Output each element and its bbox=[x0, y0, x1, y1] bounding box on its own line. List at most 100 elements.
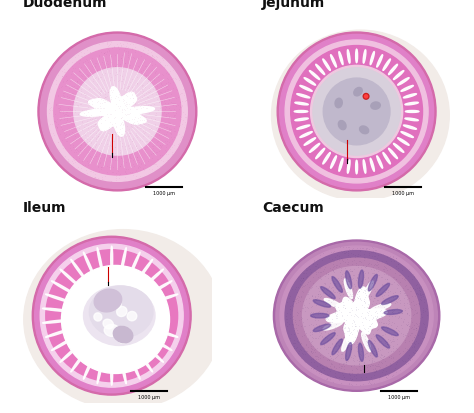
Point bbox=[311, 263, 319, 270]
Point bbox=[323, 371, 331, 377]
Point bbox=[417, 283, 424, 290]
Ellipse shape bbox=[363, 160, 366, 174]
Point bbox=[78, 102, 85, 108]
Point bbox=[132, 101, 139, 108]
Point bbox=[343, 285, 351, 291]
Point bbox=[139, 83, 146, 89]
Point bbox=[67, 71, 74, 78]
Point bbox=[109, 45, 116, 52]
Point bbox=[361, 274, 368, 280]
Point bbox=[116, 150, 123, 156]
Ellipse shape bbox=[149, 281, 172, 294]
Point bbox=[132, 106, 140, 113]
Point bbox=[342, 351, 349, 358]
Circle shape bbox=[365, 95, 367, 99]
Ellipse shape bbox=[120, 358, 127, 384]
Point bbox=[324, 316, 332, 323]
Point bbox=[55, 140, 62, 146]
Point bbox=[310, 274, 317, 281]
Point bbox=[357, 313, 365, 319]
Ellipse shape bbox=[389, 149, 398, 159]
Point bbox=[321, 334, 328, 340]
Point bbox=[386, 360, 394, 367]
Point bbox=[69, 160, 77, 166]
Point bbox=[149, 133, 156, 140]
Point bbox=[167, 114, 175, 121]
Point bbox=[347, 354, 355, 361]
Point bbox=[354, 264, 362, 271]
Point bbox=[70, 119, 77, 126]
Point bbox=[56, 106, 64, 113]
Point bbox=[97, 109, 104, 115]
Point bbox=[377, 338, 385, 345]
Point bbox=[321, 290, 328, 296]
Point bbox=[418, 292, 425, 299]
Point bbox=[181, 98, 189, 104]
Point bbox=[344, 278, 351, 284]
Point bbox=[410, 325, 417, 332]
Point bbox=[371, 309, 379, 316]
Point bbox=[121, 46, 129, 52]
Point bbox=[115, 97, 123, 104]
Point bbox=[125, 117, 133, 124]
Point bbox=[417, 329, 424, 335]
Point bbox=[352, 296, 359, 302]
Point bbox=[370, 275, 378, 281]
Point bbox=[120, 85, 128, 92]
Point bbox=[104, 89, 112, 96]
Point bbox=[347, 376, 355, 383]
Point bbox=[417, 294, 425, 301]
Point bbox=[340, 363, 348, 370]
Point bbox=[302, 340, 310, 347]
Point bbox=[113, 93, 120, 100]
Point bbox=[290, 337, 298, 344]
Point bbox=[327, 280, 334, 287]
Point bbox=[125, 127, 133, 133]
Point bbox=[325, 283, 333, 290]
Point bbox=[307, 311, 314, 317]
Point bbox=[143, 106, 151, 112]
Point bbox=[70, 131, 78, 138]
Point bbox=[331, 355, 338, 361]
Point bbox=[387, 266, 394, 273]
Point bbox=[416, 285, 423, 292]
Ellipse shape bbox=[370, 159, 374, 172]
Point bbox=[316, 351, 324, 358]
Point bbox=[99, 72, 106, 78]
Point bbox=[329, 297, 337, 304]
Point bbox=[356, 338, 364, 345]
Point bbox=[379, 354, 387, 361]
Point bbox=[94, 76, 102, 82]
Point bbox=[81, 162, 89, 169]
Point bbox=[347, 362, 355, 369]
Ellipse shape bbox=[285, 251, 428, 381]
Point bbox=[73, 138, 80, 144]
Point bbox=[134, 47, 142, 54]
Point bbox=[352, 365, 360, 371]
Ellipse shape bbox=[310, 71, 320, 81]
Point bbox=[420, 299, 428, 305]
Point bbox=[83, 47, 91, 54]
Point bbox=[58, 84, 66, 90]
Point bbox=[108, 125, 116, 131]
Ellipse shape bbox=[320, 333, 335, 345]
Point bbox=[321, 273, 329, 280]
Point bbox=[328, 256, 336, 262]
Point bbox=[99, 150, 107, 157]
Point bbox=[297, 270, 305, 276]
Point bbox=[323, 286, 330, 293]
Point bbox=[55, 139, 62, 146]
Point bbox=[346, 332, 353, 338]
Point bbox=[90, 135, 98, 141]
Point bbox=[86, 147, 93, 153]
Point bbox=[290, 343, 298, 349]
Point bbox=[371, 295, 378, 301]
Point bbox=[140, 131, 148, 137]
Point bbox=[165, 126, 173, 133]
Point bbox=[105, 127, 112, 133]
Point bbox=[393, 293, 401, 300]
Point bbox=[127, 169, 134, 176]
Point bbox=[125, 111, 132, 118]
Point bbox=[356, 382, 364, 388]
Point bbox=[356, 358, 363, 365]
